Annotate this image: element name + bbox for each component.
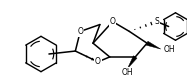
Polygon shape	[146, 41, 161, 49]
Text: O: O	[77, 27, 83, 36]
Text: OH: OH	[122, 68, 133, 77]
Text: O: O	[95, 57, 101, 66]
Polygon shape	[127, 56, 137, 69]
Text: O: O	[110, 17, 116, 26]
Text: OH: OH	[164, 45, 175, 54]
Text: S: S	[154, 17, 159, 26]
